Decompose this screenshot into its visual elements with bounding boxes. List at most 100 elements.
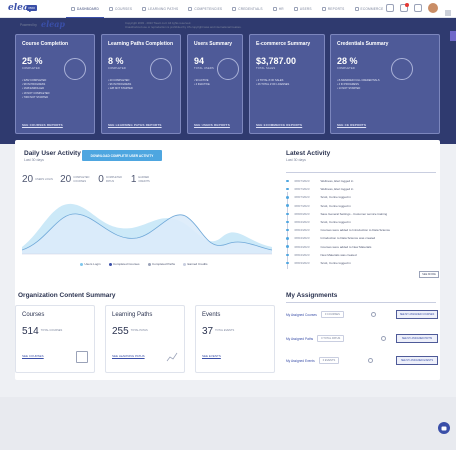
nav-users[interactable]: USERS [289,0,317,18]
dashboard-icon [71,6,75,11]
card-list: 3252 COMPLETED 98 IN PROGRESS 1648 ENROL… [22,79,88,100]
download-activity-button[interactable]: DOWNLOAD COMPLETE USER ACTIVITY [82,150,162,161]
list-item: 46 TOTAL # OF LICENSES [256,83,318,87]
list-item: 90 ACTIVE [194,79,236,83]
chart-legend: Users Login Completed Courses Completed … [80,262,208,266]
nav-label: REPORTS [327,7,345,11]
see-assigned-courses-button[interactable]: SEE MY ASSIGNED COURSES [396,310,438,319]
activity-date: 08/04/2023 [294,236,310,241]
nav-dashboard[interactable]: DASHBOARD [66,0,104,18]
org-card-label: TOTAL PATHS [130,329,148,332]
stat-users-login: 20 USERS LOGIN [22,174,53,185]
assigned-courses-row: My Assigned Courses 0 COURSES [286,311,344,318]
copyright-text: Copyright 2003 - 2023 Tlearn LLC All rig… [125,21,241,30]
stat-number: 1 [130,174,137,185]
activity-item: 08/07/2023 Scott, Corine logged in [286,204,351,208]
nav-hr[interactable]: HR [268,0,289,18]
legend-earned-credits[interactable]: Earned Credits [183,262,208,266]
org-courses-card: Courses 514 TOTAL COURSES SEE COURSES [15,305,95,373]
stat-label: COMPLETED PATHS [105,176,122,183]
org-card-title: Courses [22,312,45,318]
notifications-icon[interactable] [400,3,409,12]
help-icon[interactable] [414,4,422,12]
org-card-number: 255 [112,326,129,337]
nav-ecommerce[interactable]: ECOMMERCE [350,0,389,18]
chat-button[interactable] [438,422,450,434]
timeline-dot-icon [286,212,289,216]
copyright-line: Copyright 2003 - 2023 Tlearn LLC All rig… [125,21,192,25]
see-learning-paths-link[interactable]: SEE LEARNING PATHS [112,354,145,358]
side-tab[interactable] [450,31,456,41]
latest-activity-subtitle: Last 30 days [286,158,306,162]
assignment-label[interactable]: My Assigned Paths [286,336,314,341]
org-card-title: Events [202,312,221,318]
assigned-paths-row: My Assigned Paths 0 TOTAL PATHS [286,335,345,342]
latest-activity-divider [286,172,436,173]
nav-label: CREDENTIALS [238,7,263,11]
topbar-actions [386,3,452,16]
org-card-label: TOTAL COURSES [40,329,63,332]
see-courses-link[interactable]: SEE COURSES [22,354,44,358]
status-circle-icon [371,312,376,317]
timeline-dot-icon [286,196,289,199]
see-courses-reports-link[interactable]: SEE COURSES REPORTS [22,123,63,127]
paths-icon [142,7,147,11]
see-more-button[interactable]: SEE MORE [419,271,439,278]
legend-users-login[interactable]: Users Login [80,262,101,266]
activity-date: 08/07/2023 [294,187,310,192]
activity-item: 08/07/2023 Wellness, Eleri logged in [286,187,353,191]
app-logo[interactable]: eleap [8,3,35,13]
see-assigned-paths-button[interactable]: SEE MY ASSIGNED PATHS [396,334,438,343]
footer-logo[interactable]: eleap [41,19,65,29]
list-item: 1648 ENROLLED [22,87,88,91]
chat-icon [441,426,447,431]
credentials-summary-card: Credentials Summary 28 % COMPLETED 8 AWA… [330,34,440,134]
org-card-number: 37 [202,326,214,337]
org-card-label: TOTAL EVENTS [215,329,235,332]
activity-date: 08/04/2023 [294,228,310,233]
credentials-icon [232,7,237,11]
activity-date: 08/04/2023 [294,244,310,249]
user-avatar[interactable] [428,3,438,13]
courses-icon [76,351,88,363]
top-navigation-bar: eleap PRO DASHBOARD COURSES LEARNING PAT… [0,0,456,18]
stat-completed-courses: 20 COMPLETED COURSES [60,174,91,185]
progress-ring-icon [150,58,172,80]
nav-courses[interactable]: COURSES [104,0,137,18]
nav-reports[interactable]: REPORTS [317,0,350,18]
footer [0,397,456,450]
see-ecommerce-reports-link[interactable]: SEE ECOMMERCE REPORTS [256,123,303,127]
card-sub: TOTAL USERS [194,67,214,70]
activity-date: 08/03/2023 [294,261,310,265]
courses-icon [109,7,113,11]
ecommerce-summary-card: E-commerce Summary $3,787.00 TOTAL SALES… [249,34,325,134]
activity-item: 08/04/2023 Courses were added to New Mate… [286,245,371,249]
card-sub: TOTAL SALES [256,67,276,70]
nav-competencies[interactable]: COMPETENCIES [183,0,227,18]
see-users-reports-link[interactable]: SEE USERS REPORTS [194,123,230,127]
see-events-link[interactable]: SEE EVENTS [202,354,221,358]
stat-number: 0 [98,174,104,185]
progress-ring-icon [217,58,239,80]
see-learning-paths-reports-link[interactable]: SEE LEARNING PATHS REPORTS [108,123,162,127]
see-assigned-events-button[interactable]: SEE MY ASSIGNED EVENTS [396,356,438,365]
activity-date: 08/06/2023 [294,211,310,216]
powered-by-label: Powered by [20,23,37,27]
card-value: 8 % [108,56,124,66]
nav-credentials[interactable]: CREDENTIALS [227,0,268,18]
legend-completed-courses[interactable]: Completed Courses [108,262,140,266]
activity-text: Courses were added to Introduction to Da… [320,228,391,233]
assignment-label[interactable]: My Assigned Courses [286,312,317,317]
see-ce-reports-link[interactable]: SEE CE REPORTS [337,123,367,127]
nav-label: HR [278,7,284,11]
nav-label: LEARNING PATHS [148,7,179,11]
assignment-label[interactable]: My Assigned Events [286,358,315,363]
assignment-badge: 0 TOTAL PATHS [317,335,345,342]
menu-icon[interactable] [444,4,452,16]
card-title: Users Summary [194,41,233,47]
nav-learning-paths[interactable]: LEARNING PATHS [137,0,183,18]
legend-completed-paths[interactable]: Completed Paths [147,262,175,266]
messages-icon[interactable] [386,4,394,12]
list-item: 20 COMPLETED [108,79,174,83]
card-title: Credentials Summary [337,41,389,47]
